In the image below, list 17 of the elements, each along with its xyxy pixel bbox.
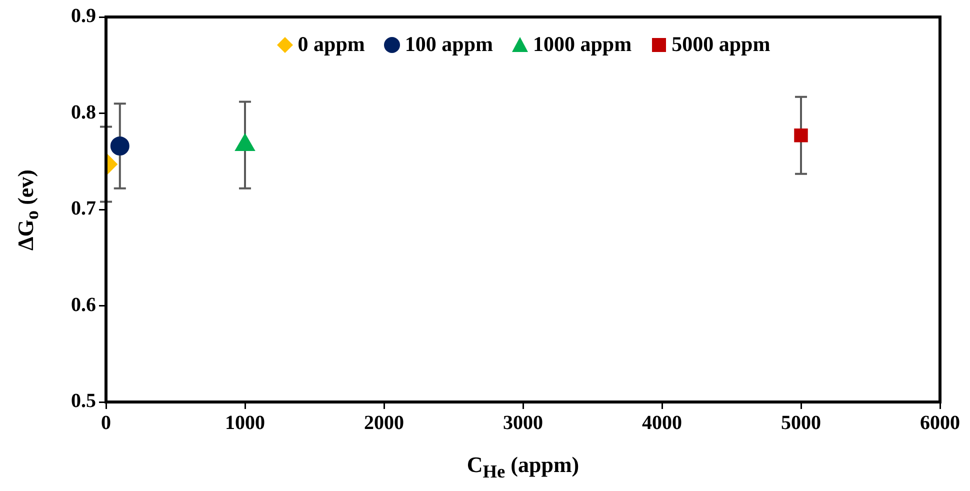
x-tick-label: 4000 [642,412,682,434]
x-tick-label: 3000 [503,412,543,434]
legend-label: 100 appm [404,32,493,57]
x-tick-label: 2000 [364,412,404,434]
y-tick-label: 0.9 [71,5,96,28]
x-tick-label: 0 [101,412,111,434]
y-tick-label: 0.8 [71,101,96,124]
y-tick-label: 0.6 [71,294,96,316]
legend-label: 5000 appm [672,32,770,57]
legend-label: 0 appm [298,32,365,57]
x-tick-label: 6000 [920,412,960,434]
x-tick-label: 5000 [781,412,821,434]
x-tick-label: 1000 [225,412,265,434]
y-tick-label: 0.7 [71,198,96,220]
legend-label: 1000 appm [533,32,632,57]
x-axis-title: C$_{He}$ (appm) [466,452,580,482]
y-tick-label: 0.5 [71,390,96,412]
